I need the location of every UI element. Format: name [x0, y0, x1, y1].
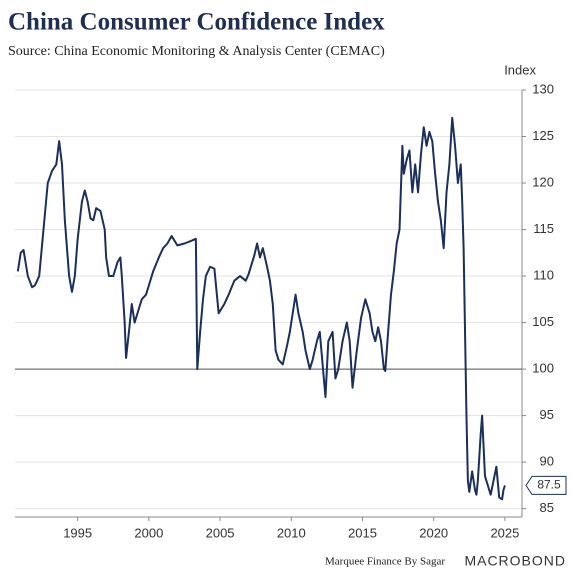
y-tick-label: 120: [532, 174, 554, 189]
y-tick-label: 115: [533, 221, 554, 236]
chart-subtitle: Source: China Economic Monitoring & Anal…: [8, 44, 385, 59]
y-tick-label: 90: [540, 454, 554, 469]
footer: Marquee Finance By Sagar: [325, 556, 445, 568]
x-tick-label: 2005: [206, 525, 235, 540]
y-tick-label: 100: [532, 361, 554, 376]
y-tick-label: 110: [533, 267, 554, 282]
chart-title: China Consumer Confidence Index: [8, 9, 385, 36]
brand: MACROBOND: [464, 553, 566, 569]
x-tick-label: 2020: [419, 525, 448, 540]
last-value-box: [525, 475, 567, 495]
series-line: [16, 116, 506, 501]
y-tick-label: 125: [532, 128, 554, 143]
y-tick-label: 95: [540, 407, 554, 422]
y-tick-label: 85: [540, 500, 554, 515]
last-value-label: 87.5: [537, 478, 561, 492]
x-tick-label: 2010: [277, 525, 306, 540]
x-tick-label: 2025: [490, 525, 519, 540]
x-tick-label: 2015: [348, 525, 377, 540]
y-tick-label: 130: [532, 81, 554, 96]
y-axis-label: Index: [504, 62, 536, 77]
x-tick-label: 1995: [63, 525, 92, 540]
y-tick-label: 105: [532, 314, 554, 329]
x-tick-label: 2000: [134, 525, 163, 540]
